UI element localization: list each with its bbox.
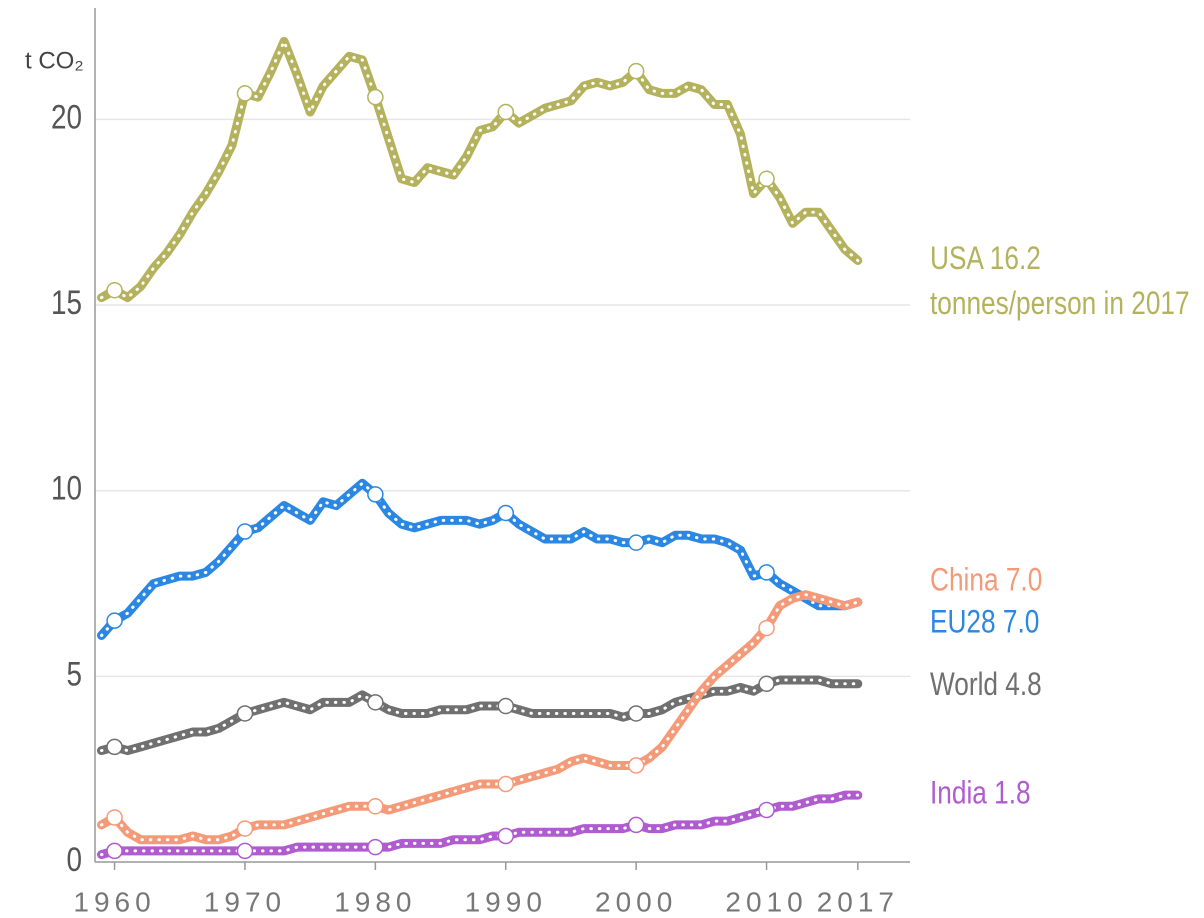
decade-marker <box>236 842 254 860</box>
series-line <box>97 590 863 845</box>
y-tick-label: 20 <box>51 98 82 136</box>
decade-marker <box>758 801 775 819</box>
decade-marker <box>627 705 645 722</box>
series-line <box>97 790 863 860</box>
y-axis-label: t CO₂ <box>25 47 84 74</box>
decade-marker <box>106 738 123 756</box>
decade-marker <box>627 62 645 80</box>
decade-marker <box>367 694 384 711</box>
decade-marker <box>497 504 515 522</box>
series-label: EU28 7.0 <box>930 605 1039 640</box>
series-line <box>97 478 863 641</box>
series-dots <box>100 593 860 842</box>
annotation: tonnes/person in 2017 <box>930 287 1190 322</box>
decade-marker <box>627 757 645 774</box>
decade-marker <box>367 838 384 856</box>
decade-marker <box>627 534 645 551</box>
decade-marker <box>497 827 515 845</box>
series-label: India 1.8 <box>930 776 1031 811</box>
series-label: World 4.8 <box>930 668 1042 703</box>
x-tick-label: 1960 <box>73 886 155 917</box>
decade-marker <box>106 842 123 860</box>
decade-marker <box>497 697 515 715</box>
series-label: China 7.0 <box>930 563 1042 598</box>
decade-marker <box>236 523 254 540</box>
decade-marker <box>106 612 123 629</box>
decade-marker <box>236 85 254 102</box>
series-dots <box>100 678 860 753</box>
decade-marker <box>497 775 515 793</box>
x-tick-label: 1970 <box>204 886 286 917</box>
series-line <box>97 675 863 756</box>
series-label: USA 16.2 <box>930 242 1041 277</box>
y-tick-label: 5 <box>66 655 82 693</box>
decade-marker <box>758 619 775 637</box>
y-tick-label: 0 <box>66 840 82 878</box>
series-dots <box>100 37 860 300</box>
series-dots <box>100 793 860 857</box>
decade-marker <box>236 705 254 722</box>
x-tick-label: 1990 <box>465 886 547 917</box>
decade-marker <box>367 486 384 503</box>
decade-marker <box>627 816 645 834</box>
x-tick-label: 2000 <box>595 886 677 917</box>
y-tick-label: 15 <box>51 283 82 321</box>
series-line <box>97 36 863 303</box>
decade-marker <box>367 798 384 815</box>
decade-marker <box>106 809 123 826</box>
y-tick-label: 10 <box>51 469 82 507</box>
decade-marker <box>367 88 384 106</box>
x-tick-label: 2017 <box>817 886 899 917</box>
decade-marker <box>236 820 254 837</box>
decade-marker <box>497 103 515 121</box>
x-tick-label: 1980 <box>334 886 416 917</box>
decade-marker <box>106 281 123 299</box>
x-tick-label: 2010 <box>725 886 807 917</box>
decade-marker <box>758 564 775 581</box>
decade-marker <box>758 170 775 188</box>
decade-marker <box>758 675 775 693</box>
